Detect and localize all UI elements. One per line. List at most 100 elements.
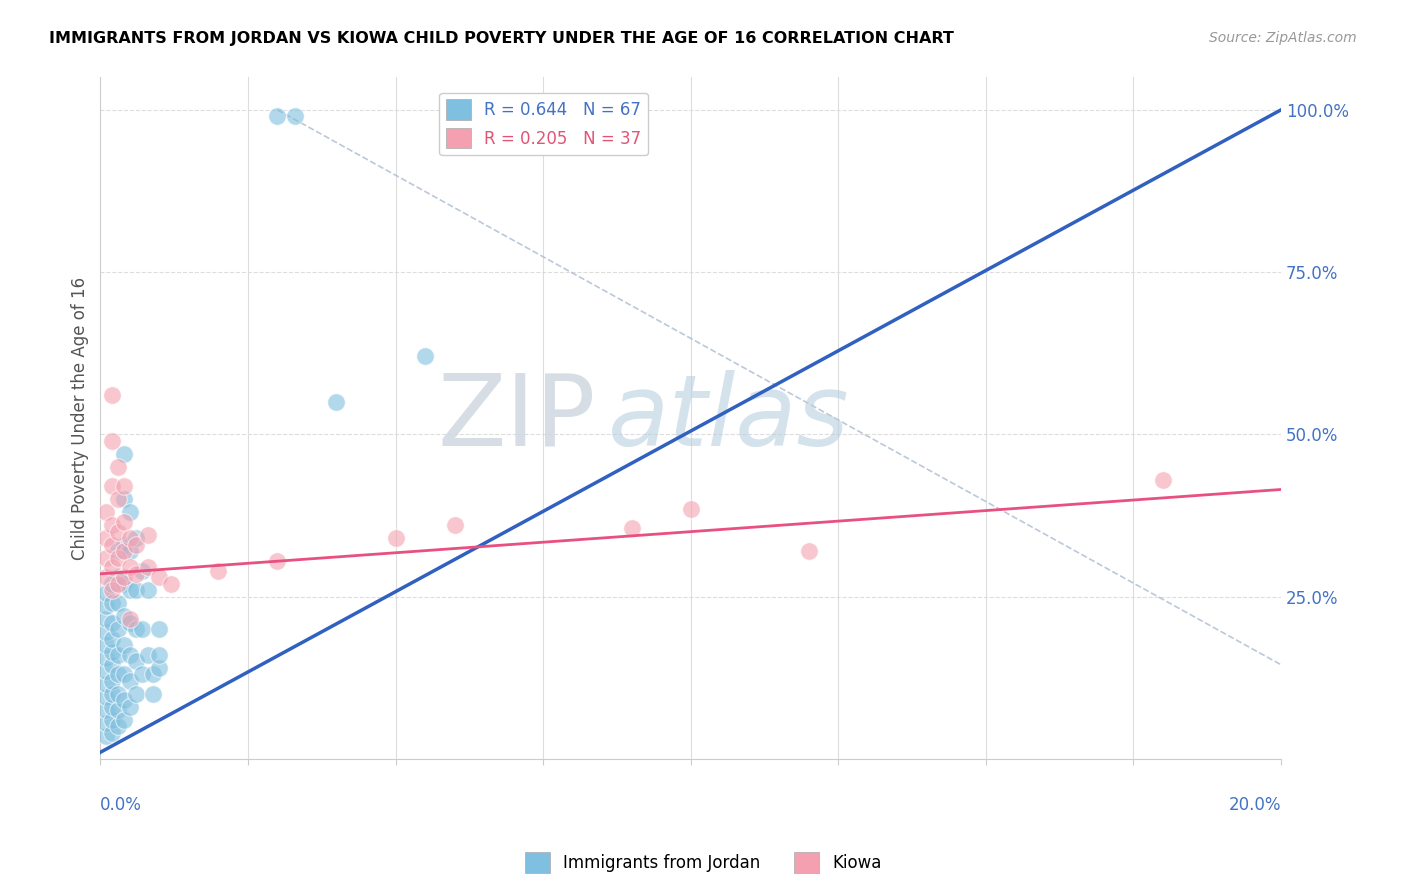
Point	[101, 615, 124, 630]
Point	[148, 661, 170, 675]
Point	[96, 664, 118, 678]
Point	[131, 667, 153, 681]
Point	[266, 109, 288, 123]
Point	[112, 638, 135, 652]
Point	[101, 576, 124, 591]
Point	[112, 544, 135, 558]
Text: ZIP: ZIP	[437, 369, 596, 467]
Point	[101, 479, 124, 493]
Point	[101, 687, 124, 701]
Point	[112, 693, 135, 707]
Y-axis label: Child Poverty Under the Age of 16: Child Poverty Under the Age of 16	[72, 277, 89, 559]
Point	[125, 583, 148, 598]
Point	[101, 560, 124, 574]
Point	[112, 570, 135, 584]
Point	[96, 703, 118, 717]
Point	[107, 687, 129, 701]
Text: Source: ZipAtlas.com: Source: ZipAtlas.com	[1209, 31, 1357, 45]
Point	[96, 586, 118, 600]
Point	[112, 576, 135, 591]
Text: 0.0%: 0.0%	[100, 797, 142, 814]
Point	[112, 713, 135, 727]
Point	[136, 528, 159, 542]
Point	[118, 612, 141, 626]
Point	[107, 544, 129, 558]
Point	[96, 570, 118, 584]
Point	[142, 667, 165, 681]
Point	[101, 538, 124, 552]
Point	[96, 729, 118, 743]
Point	[118, 544, 141, 558]
Point	[101, 699, 124, 714]
Point	[107, 570, 129, 584]
Point	[101, 673, 124, 688]
Point	[118, 505, 141, 519]
Point	[96, 651, 118, 665]
Point	[118, 615, 141, 630]
Point	[96, 690, 118, 705]
Text: IMMIGRANTS FROM JORDAN VS KIOWA CHILD POVERTY UNDER THE AGE OF 16 CORRELATION CH: IMMIGRANTS FROM JORDAN VS KIOWA CHILD PO…	[49, 31, 955, 46]
Point	[125, 566, 148, 581]
Point	[112, 515, 135, 529]
Point	[118, 560, 141, 574]
Point	[148, 570, 170, 584]
Point	[136, 560, 159, 574]
Point	[96, 550, 118, 565]
Text: 20.0%: 20.0%	[1229, 797, 1281, 814]
Point	[96, 599, 118, 614]
Point	[679, 502, 702, 516]
Point	[107, 492, 129, 507]
Point	[160, 576, 183, 591]
Point	[107, 622, 129, 636]
Text: atlas: atlas	[607, 369, 849, 467]
Point	[107, 524, 129, 539]
Point	[96, 505, 118, 519]
Point	[797, 544, 820, 558]
Point	[112, 479, 135, 493]
Point	[101, 645, 124, 659]
Legend: R = 0.644   N = 67, R = 0.205   N = 37: R = 0.644 N = 67, R = 0.205 N = 37	[439, 93, 648, 155]
Point	[148, 648, 170, 662]
Point	[118, 673, 141, 688]
Point	[96, 612, 118, 626]
Point	[107, 719, 129, 733]
Point	[101, 596, 124, 610]
Point	[131, 622, 153, 636]
Point	[107, 459, 129, 474]
Point	[112, 667, 135, 681]
Point	[112, 609, 135, 624]
Point	[142, 687, 165, 701]
Point	[101, 434, 124, 448]
Point	[107, 576, 129, 591]
Point	[96, 531, 118, 545]
Point	[101, 726, 124, 740]
Point	[136, 583, 159, 598]
Point	[101, 388, 124, 402]
Point	[118, 699, 141, 714]
Point	[620, 521, 643, 535]
Legend: Immigrants from Jordan, Kiowa: Immigrants from Jordan, Kiowa	[517, 846, 889, 880]
Point	[1152, 473, 1174, 487]
Point	[118, 648, 141, 662]
Point	[125, 531, 148, 545]
Point	[125, 538, 148, 552]
Point	[443, 518, 465, 533]
Point	[107, 648, 129, 662]
Point	[325, 395, 347, 409]
Point	[112, 492, 135, 507]
Point	[101, 713, 124, 727]
Point	[125, 622, 148, 636]
Point	[384, 531, 406, 545]
Point	[101, 657, 124, 672]
Point	[107, 550, 129, 565]
Point	[118, 531, 141, 545]
Point	[96, 677, 118, 691]
Point	[101, 632, 124, 646]
Point	[107, 667, 129, 681]
Point	[118, 583, 141, 598]
Point	[207, 564, 229, 578]
Point	[107, 596, 129, 610]
Point	[101, 583, 124, 598]
Point	[96, 638, 118, 652]
Point	[131, 564, 153, 578]
